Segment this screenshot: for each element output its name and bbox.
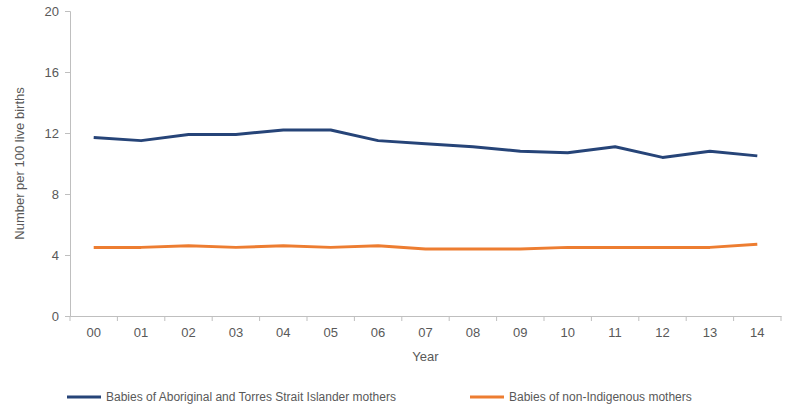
x-tick-label: 02: [181, 325, 195, 340]
x-tick: 06: [371, 325, 385, 340]
y-tick: 4: [52, 248, 70, 263]
x-tick: 02: [181, 325, 195, 340]
x-tick: 14: [750, 325, 764, 340]
x-axis-line: [71, 316, 782, 317]
y-axis-title: Number per 100 live births: [12, 87, 27, 240]
x-tick-label: 08: [466, 325, 480, 340]
x-tick-label: 12: [655, 325, 669, 340]
x-tick-mark: [449, 316, 450, 321]
x-tick: 01: [134, 325, 148, 340]
x-tick-mark: [686, 316, 687, 321]
x-tick-mark: [496, 316, 497, 321]
y-tick-label: 4: [52, 248, 59, 263]
y-tick: 20: [45, 4, 70, 19]
y-tick: 0: [52, 309, 70, 324]
x-tick: 04: [276, 325, 290, 340]
x-tick-label: 13: [703, 325, 717, 340]
y-tick-label: 16: [45, 65, 59, 80]
y-tick-mark: [65, 133, 70, 134]
y-tick-label: 8: [52, 187, 59, 202]
series-line: [94, 244, 758, 249]
x-tick: 09: [513, 325, 527, 340]
x-tick-mark: [733, 316, 734, 321]
y-tick-label: 12: [45, 126, 59, 141]
legend-label: Babies of Aboriginal and Torres Strait I…: [106, 390, 396, 404]
x-axis-title: Year: [412, 349, 439, 364]
x-tick-mark: [591, 316, 592, 321]
x-tick-mark: [117, 316, 118, 321]
plot-area: [94, 130, 758, 249]
x-tick: 05: [323, 325, 337, 340]
x-tick: 03: [229, 325, 243, 340]
legend-swatch: [470, 396, 504, 399]
x-tick: 10: [560, 325, 574, 340]
chart: 048121620000102030405060708091011121314N…: [0, 0, 801, 414]
y-tick-mark: [65, 316, 70, 317]
series-line: [94, 130, 758, 157]
x-tick-label: 11: [608, 325, 622, 340]
x-tick-label: 09: [513, 325, 527, 340]
y-axis: 0 4 8 12 16 20: [45, 4, 71, 324]
x-axis: 00 01 02 03 04 05 06 07 08 09 10 11 12 13 14: [71, 317, 782, 341]
x-tick-label: 14: [750, 325, 764, 340]
x-tick-mark: [307, 316, 308, 321]
y-axis-line: [65, 12, 71, 317]
y-tick-label: 0: [52, 309, 59, 324]
x-tick-label: 06: [371, 325, 385, 340]
y-tick-mark: [65, 11, 70, 12]
y-tick-mark: [65, 255, 70, 256]
x-tick: 12: [655, 325, 669, 340]
x-tick-label: 05: [323, 325, 337, 340]
x-tick-label: 00: [86, 325, 100, 340]
x-tick-label: 07: [418, 325, 432, 340]
x-tick: 11: [608, 325, 622, 340]
x-tick-mark: [259, 316, 260, 321]
x-tick-mark: [401, 316, 402, 321]
x-tick: 13: [703, 325, 717, 340]
x-tick: 08: [466, 325, 480, 340]
x-tick-mark: [354, 316, 355, 321]
y-tick-label: 20: [45, 4, 59, 19]
legend-swatch: [67, 396, 101, 399]
x-tick: 00: [86, 325, 100, 340]
y-tick: 8: [52, 187, 70, 202]
y-tick: 16: [45, 65, 70, 80]
x-tick-label: 01: [134, 325, 148, 340]
x-tick-label: 03: [229, 325, 243, 340]
x-tick-mark: [212, 316, 213, 321]
y-tick-mark: [65, 194, 70, 195]
legend: Babies of Aboriginal and Torres Strait I…: [67, 390, 692, 404]
x-tick-mark: [781, 316, 782, 321]
y-tick: 12: [45, 126, 70, 141]
x-tick-mark: [544, 316, 545, 321]
legend-label: Babies of non-Indigenous mothers: [509, 390, 692, 404]
x-tick-mark: [164, 316, 165, 321]
x-tick-mark: [638, 316, 639, 321]
x-tick-label: 10: [560, 325, 574, 340]
x-tick: 07: [418, 325, 432, 340]
x-tick-marks: [70, 316, 781, 321]
y-tick-mark: [65, 72, 70, 73]
x-tick-mark: [70, 316, 71, 321]
x-tick-label: 04: [276, 325, 290, 340]
